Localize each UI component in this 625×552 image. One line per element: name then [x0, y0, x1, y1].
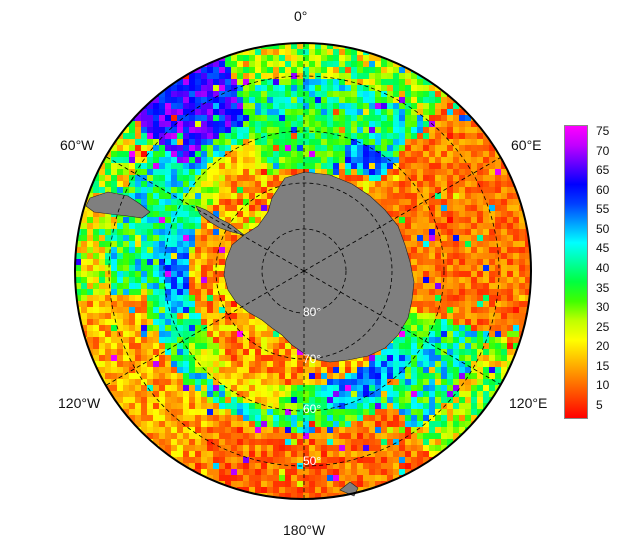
colorbar-tick-label: 50: [596, 221, 610, 236]
lon-label-60w: 60°W: [60, 137, 95, 153]
south-america-tip: [85, 191, 151, 219]
colorbar-tick-label: 55: [596, 202, 610, 217]
colorbar-tick-label: 75: [596, 124, 610, 138]
colorbar: [564, 125, 588, 419]
colorbar-tick-label: 30: [596, 300, 610, 315]
colorbar-tick-label: 10: [596, 378, 610, 393]
map-border: [74, 42, 532, 500]
meridian-line: [303, 270, 502, 386]
latitude-label: 80°: [303, 305, 321, 319]
colorbar-tick-label: 60: [596, 182, 610, 197]
colorbar-tick-label: 70: [596, 143, 610, 158]
colorbar-tick-label: 5: [596, 398, 603, 412]
colorbar-tick-label: 45: [596, 241, 610, 256]
latitude-label: 50°: [303, 454, 321, 468]
meridian-line: [106, 156, 305, 272]
lon-label-120w: 120°W: [58, 395, 101, 411]
lon-label-180w: 180°W: [283, 522, 326, 538]
colorbar-tick-label: 15: [596, 358, 610, 373]
colorbar-tick-label: 20: [596, 339, 610, 354]
colorbar-tick-label: 40: [596, 261, 610, 275]
colorbar-tick-label: 35: [596, 280, 610, 295]
meridian-line: [106, 270, 305, 386]
graticule: [106, 43, 502, 499]
colorbar-tick-label: 65: [596, 163, 610, 178]
meridian-line: [303, 156, 502, 272]
lon-label-60e: 60°E: [511, 137, 542, 153]
colorbar-tick-label: 25: [596, 319, 610, 334]
latitude-label: 70°: [303, 352, 321, 366]
antarctica-landmass: [223, 171, 415, 363]
latitude-label: 60°: [303, 402, 321, 416]
lon-label-120e: 120°E: [509, 395, 548, 411]
latitude-circle: [108, 75, 500, 467]
lon-label-0: 0°: [294, 8, 308, 24]
